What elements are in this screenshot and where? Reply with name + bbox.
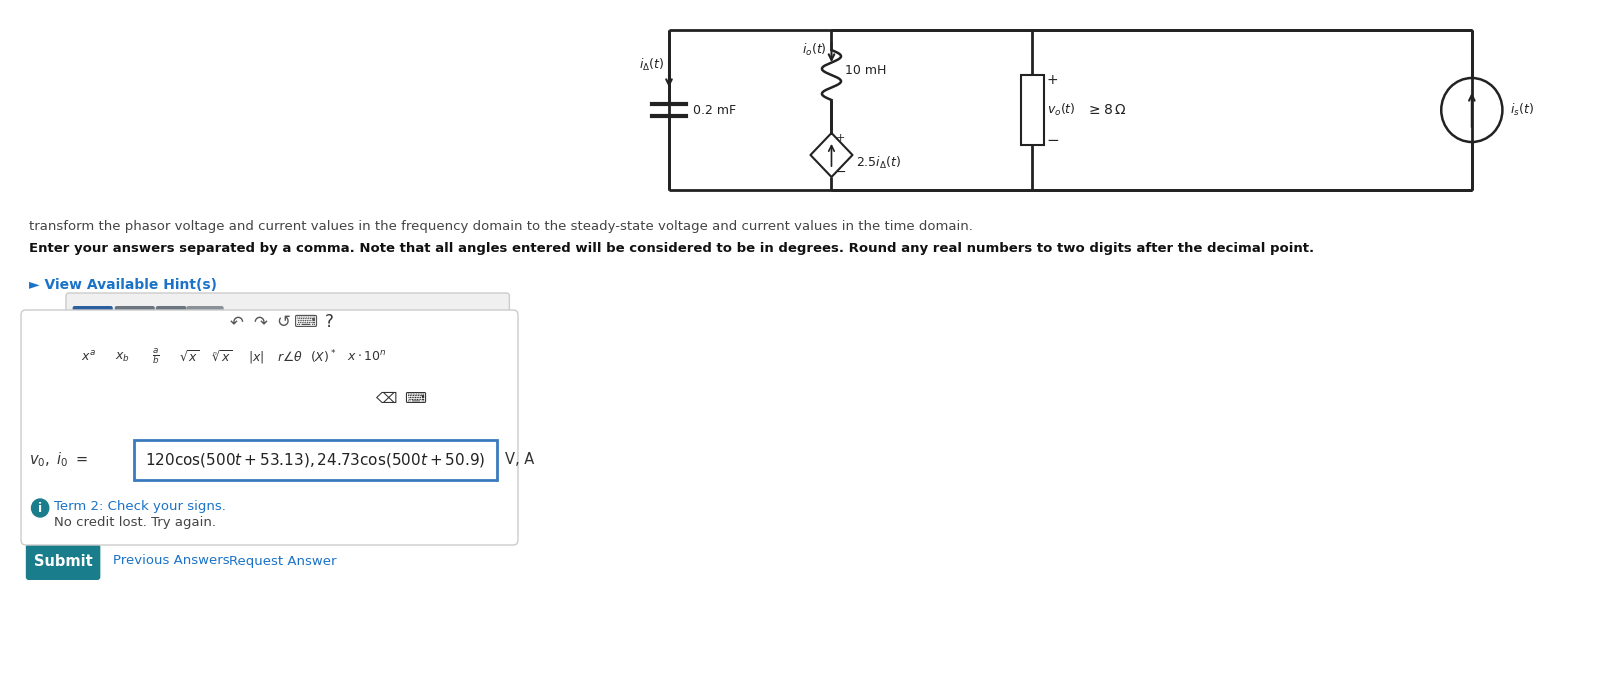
Text: ⌫: ⌫: [375, 390, 398, 405]
FancyBboxPatch shape: [371, 383, 401, 413]
Text: ► View Available Hint(s): ► View Available Hint(s): [29, 278, 217, 292]
Text: $120\cos(500t + 53.13),24.73\cos(500t + 50.9)$: $120\cos(500t + 53.13),24.73\cos(500t + …: [145, 451, 485, 469]
Text: $x \cdot 10^n$: $x \cdot 10^n$: [347, 350, 386, 364]
FancyBboxPatch shape: [65, 293, 509, 433]
FancyBboxPatch shape: [399, 383, 430, 413]
Text: Submit: Submit: [34, 554, 93, 569]
FancyBboxPatch shape: [340, 342, 394, 372]
Text: $r\angle\theta$: $r\angle\theta$: [276, 350, 302, 364]
Text: ↶: ↶: [230, 313, 244, 331]
FancyBboxPatch shape: [26, 544, 101, 580]
FancyBboxPatch shape: [187, 306, 224, 338]
Text: $\geq 8\,\Omega$: $\geq 8\,\Omega$: [1086, 103, 1126, 117]
Text: Previous Answers: Previous Answers: [113, 554, 230, 567]
Bar: [1020, 75, 1044, 145]
Text: $v_0,\ i_0\ =$: $v_0,\ i_0\ =$: [29, 451, 88, 469]
Text: i: i: [38, 502, 42, 515]
Text: ?: ?: [324, 313, 334, 331]
Text: ↷: ↷: [252, 313, 267, 331]
Text: Term 2: Check your signs.: Term 2: Check your signs.: [54, 500, 225, 513]
Text: $v_o(t)$: $v_o(t)$: [1048, 102, 1076, 118]
Text: ↺: ↺: [276, 313, 289, 331]
Text: $(X)^*$: $(X)^*$: [310, 348, 337, 365]
Text: V, A: V, A: [505, 453, 533, 467]
Text: $x^a$: $x^a$: [81, 350, 96, 364]
FancyBboxPatch shape: [134, 440, 497, 480]
FancyBboxPatch shape: [72, 342, 105, 372]
FancyBboxPatch shape: [115, 306, 155, 338]
FancyBboxPatch shape: [307, 342, 339, 372]
Text: −: −: [1046, 133, 1059, 148]
Text: +: +: [835, 133, 845, 143]
FancyBboxPatch shape: [134, 440, 497, 480]
FancyBboxPatch shape: [157, 306, 187, 338]
Text: No credit lost. Try again.: No credit lost. Try again.: [54, 516, 216, 529]
Text: $\sqrt{x}$: $\sqrt{x}$: [179, 350, 200, 365]
Text: Request Answer: Request Answer: [230, 554, 337, 567]
FancyBboxPatch shape: [240, 342, 273, 372]
FancyBboxPatch shape: [139, 342, 172, 372]
Text: $\frac{a}{b}$: $\frac{a}{b}$: [152, 347, 160, 367]
FancyBboxPatch shape: [72, 306, 113, 338]
Text: $i_\Delta(t)$: $i_\Delta(t)$: [639, 57, 664, 73]
Text: ⌨: ⌨: [294, 313, 318, 331]
FancyBboxPatch shape: [172, 342, 206, 372]
Text: $i_s(t)$: $i_s(t)$: [1511, 102, 1535, 118]
FancyBboxPatch shape: [206, 342, 240, 372]
Text: ΑΣΦ: ΑΣΦ: [117, 315, 152, 330]
Text: $2.5i_\Delta(t)$: $2.5i_\Delta(t)$: [856, 155, 902, 171]
Text: 0.2 mF: 0.2 mF: [693, 104, 736, 117]
Text: $120\cos(500t + 53.13),24.73\cos(500t + 50.9)$: $120\cos(500t + 53.13),24.73\cos(500t + …: [145, 451, 485, 469]
Text: ⇕: ⇕: [164, 313, 177, 331]
Text: −: −: [835, 166, 846, 179]
Text: vec: vec: [192, 315, 219, 329]
FancyBboxPatch shape: [273, 342, 307, 372]
Text: transform the phasor voltage and current values in the frequency domain to the s: transform the phasor voltage and current…: [29, 220, 973, 233]
FancyBboxPatch shape: [105, 342, 139, 372]
Text: ■√□: ■√□: [72, 313, 113, 331]
Text: ⌨: ⌨: [404, 390, 426, 405]
Text: $|x|$: $|x|$: [248, 349, 264, 365]
Text: $i_o(t)$: $i_o(t)$: [802, 42, 827, 58]
Text: 10 mH: 10 mH: [845, 63, 886, 76]
Text: +: +: [1046, 73, 1059, 87]
Text: Enter your answers separated by a comma. Note that all angles entered will be co: Enter your answers separated by a comma.…: [29, 242, 1314, 255]
Text: $\sqrt[n]{x}$: $\sqrt[n]{x}$: [212, 350, 233, 365]
Text: $x_b$: $x_b$: [115, 350, 129, 363]
FancyBboxPatch shape: [21, 310, 517, 545]
Circle shape: [32, 499, 50, 517]
